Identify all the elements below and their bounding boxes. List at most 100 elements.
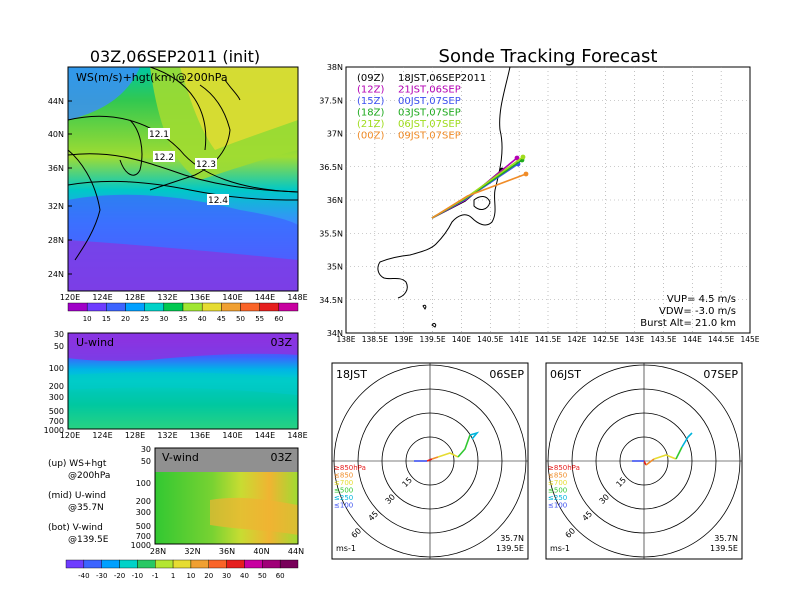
hodo-unit: ms-1 — [550, 544, 570, 553]
map-panel: 12.1 12.2 12.3 12.4 WS(m/s)+hgt(km)@200h… — [48, 66, 308, 323]
island — [431, 323, 437, 328]
v-pressure-label: 500 — [136, 522, 151, 531]
u-lon-label: 132E — [157, 431, 177, 440]
track-legend-run: (00Z) — [357, 131, 384, 142]
track-endpoint — [520, 154, 526, 160]
coastline-korea — [119, 119, 143, 176]
track-legend-run: (18Z) — [357, 108, 384, 119]
bottom-colorbar-swatch — [65, 559, 85, 569]
bottom-colorbar-label: 50 — [258, 572, 267, 580]
right-title: Sonde Tracking Forecast — [439, 46, 658, 67]
map-colorbar-label: 30 — [159, 315, 168, 323]
track-lon-label: 144.5E — [708, 335, 734, 344]
u-lon-label: 148E — [287, 431, 307, 440]
track-lon-label: 142E — [567, 335, 586, 344]
map-colorbar-label: 40 — [198, 315, 207, 323]
track-lon-label: 143E — [625, 335, 644, 344]
v-lat-label: 32N — [184, 547, 200, 556]
hodo-level-label: ≤850 — [334, 472, 353, 480]
track-lon-label: 142.5E — [593, 335, 619, 344]
v-pressure-label: 50 — [141, 457, 151, 466]
legend-notes: (up) WS+hgt @200hPa (mid) U-wind @35.7N … — [48, 459, 110, 545]
param-vup: VUP= 4.5 m/s — [667, 294, 736, 305]
track-lon-label: 139E — [394, 335, 413, 344]
hodo-trace — [469, 431, 480, 440]
track-legend-time: 18JST,06SEP2011 — [398, 73, 486, 84]
track-lat-label: 34N — [327, 329, 343, 338]
bottom-colorbar-label: 1 — [171, 572, 175, 580]
map-colorbar-swatch — [240, 302, 260, 312]
param-burst: Burst Alt= 21.0 km — [640, 318, 736, 329]
map-lat-label: 40N — [48, 130, 64, 139]
track-lat-label: 34.5N — [319, 296, 343, 305]
u-lon-label: 136E — [190, 431, 210, 440]
bottom-colorbar-swatch — [137, 559, 156, 569]
bottom-colorbar-label: 40 — [240, 572, 249, 580]
map-colorbar-label: 20 — [121, 315, 130, 323]
map-frame — [67, 66, 299, 292]
contour-label-12.4: 12.4 — [207, 194, 229, 206]
track-lon-label: 143.5E — [650, 335, 676, 344]
contour-label-12.3: 12.3 — [195, 158, 217, 170]
map-colorbar-swatch — [144, 302, 165, 312]
bottom-colorbar-swatch — [172, 559, 192, 569]
map-colorbar-swatch — [67, 302, 88, 312]
bottom-colorbar-label: -30 — [96, 572, 107, 580]
hodo-trace — [431, 456, 439, 460]
v-wind-frame — [154, 447, 299, 545]
bottom-colorbar-swatch — [262, 559, 281, 569]
hodo-level-label: ≤500 — [334, 487, 353, 495]
v-pressure-label: 700 — [136, 532, 151, 541]
jet-core-orange — [180, 67, 298, 150]
hodo-trace — [645, 458, 655, 466]
svg-text:12.4: 12.4 — [208, 196, 228, 206]
hodo-trace — [681, 432, 693, 448]
track-lat-label: 36N — [327, 196, 343, 205]
map-colorbar-label: 10 — [83, 315, 92, 323]
v-wind-time: 03Z — [270, 451, 292, 464]
track-lat-label: 36.5N — [319, 163, 343, 172]
svg-text:12.2: 12.2 — [154, 153, 174, 163]
track-lat-label: 35N — [327, 263, 343, 272]
hodo-trace — [653, 454, 677, 460]
note-bot-b: @139.5E — [68, 535, 109, 545]
hodo-lat: 35.7N — [714, 534, 738, 543]
track-endpoint — [514, 155, 520, 161]
map-label: WS(m/s)+hgt(km)@200hPa — [76, 71, 228, 84]
track-lon-label: 138E — [336, 335, 355, 344]
map-colorbar-label: 45 — [217, 315, 226, 323]
hodo-level-label: ≥850hPa — [334, 464, 366, 472]
hodo-lat: 35.7N — [500, 534, 524, 543]
track-legend-time: 09JST,07SEP — [398, 131, 461, 142]
contour-label-12.1: 12.1 — [148, 128, 170, 140]
contour-line — [149, 66, 207, 151]
hodo-date: 07SEP — [703, 368, 738, 381]
v-wind-label: V-wind — [162, 451, 199, 464]
map-lon-label: 136E — [190, 293, 210, 302]
bottom-colorbar: -40 -30 -20 -10 -1 1 10 20 30 40 50 60 — [65, 559, 299, 580]
map-colorbar-swatch — [86, 302, 107, 312]
u-lon-label: 124E — [92, 431, 112, 440]
map-lat-label: 44N — [48, 97, 64, 106]
map-lon-label: 132E — [157, 293, 177, 302]
coastline-hokkaido — [224, 79, 241, 101]
track-lat-label: 35.5N — [319, 229, 343, 238]
map-colorbar-swatch — [259, 302, 280, 312]
u-lon-label: 120E — [60, 431, 80, 440]
map-lon-label: 140E — [222, 293, 242, 302]
svg-text:12.3: 12.3 — [196, 160, 216, 170]
contour-label-12.2: 12.2 — [153, 151, 175, 163]
map-lon-label: 128E — [125, 293, 145, 302]
hodo-date: 06SEP — [489, 368, 524, 381]
bottom-colorbar-label: -1 — [152, 572, 159, 580]
map-colorbar-swatch — [221, 302, 241, 312]
track-line — [431, 173, 527, 219]
hodo-trace — [457, 434, 471, 458]
bottom-colorbar-swatch — [155, 559, 174, 569]
bottom-colorbar-swatch — [119, 559, 138, 569]
hodo-trace — [426, 458, 433, 462]
note-mid-b: @35.7N — [68, 503, 104, 513]
u-wind-time: 03Z — [270, 336, 292, 349]
